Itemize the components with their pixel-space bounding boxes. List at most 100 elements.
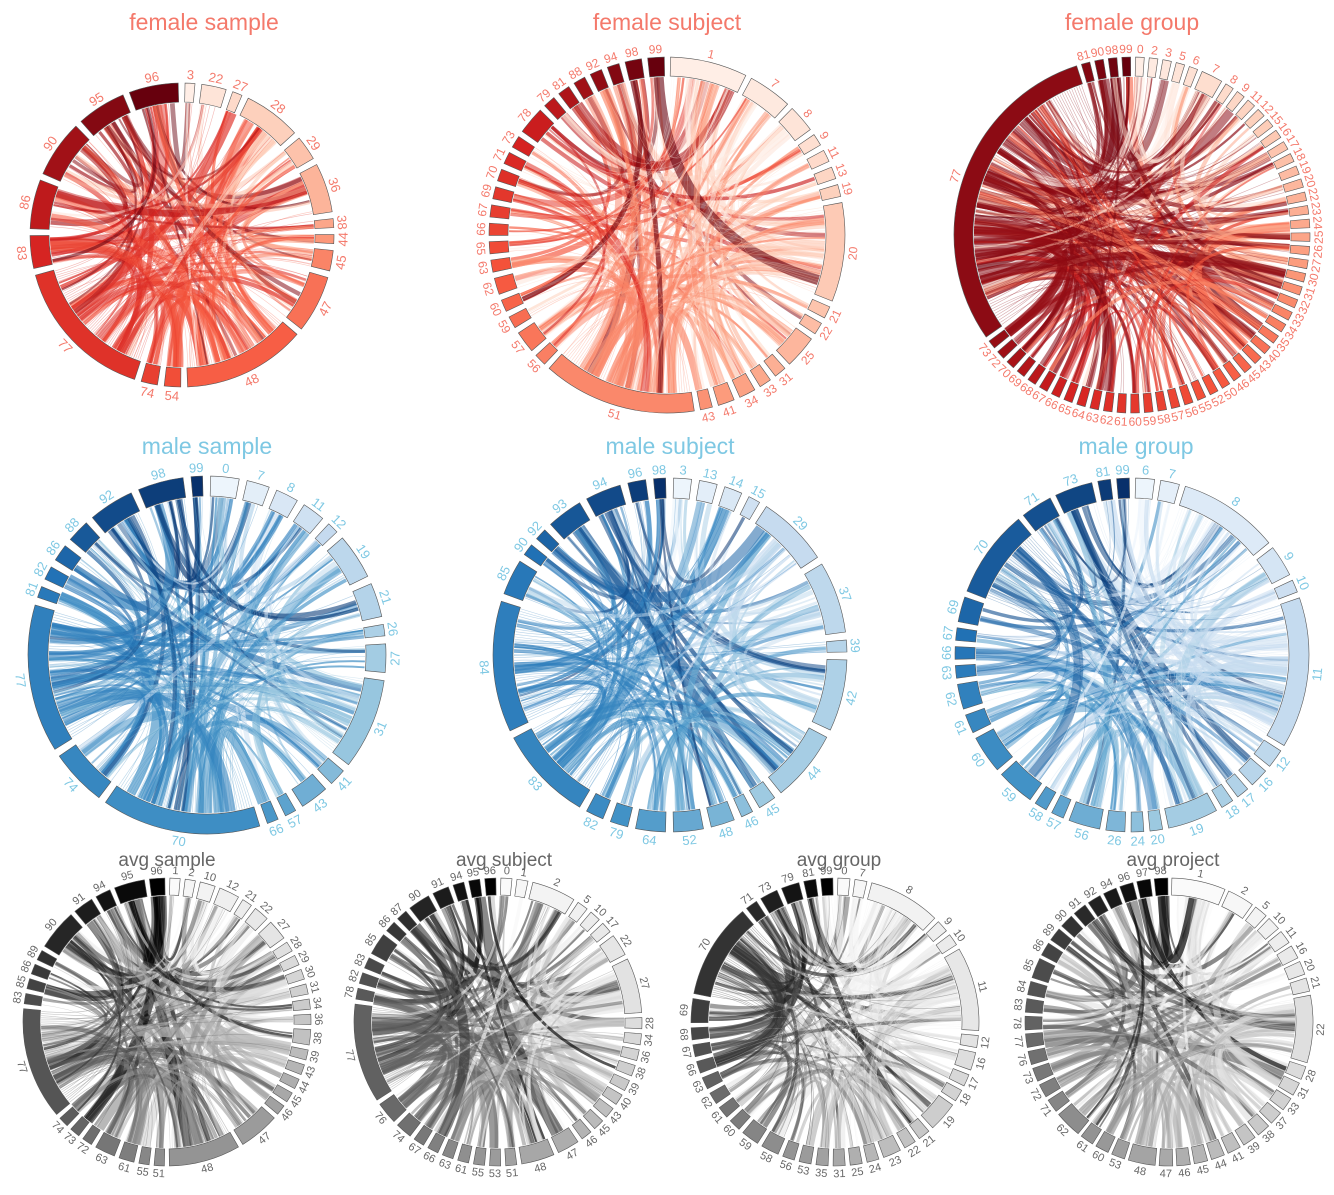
chord-segment-76 — [379, 1094, 407, 1122]
chord-fan-line — [123, 520, 182, 809]
chord-ribbon — [221, 151, 287, 349]
chord-fan-line — [709, 953, 778, 1021]
chord-segment-98 — [624, 58, 645, 81]
chord-fan-line — [526, 162, 619, 374]
chord-fan-line — [1064, 92, 1228, 362]
chord-fan-line — [57, 237, 314, 280]
chord-segment-36 — [619, 1046, 640, 1062]
chord-fan-line — [222, 725, 299, 812]
chord-fan-line — [1167, 612, 1283, 805]
chord-fan-line — [808, 898, 916, 968]
segment-label: 72 — [74, 1140, 91, 1157]
chord-segment-47 — [1158, 1148, 1174, 1167]
chord-ribbon — [1169, 283, 1272, 385]
chord-segment-62 — [1103, 391, 1115, 413]
chord-segment-26 — [1289, 244, 1310, 256]
chord-fan-line — [281, 645, 365, 727]
chord-ribbon — [517, 680, 607, 761]
chord-fan-line — [1002, 77, 1125, 178]
chord-segment-44 — [1206, 1138, 1225, 1160]
chord-ribbon — [736, 1055, 946, 1103]
chord-fan-line — [180, 1051, 287, 1148]
segment-label: 98 — [1104, 42, 1119, 57]
chord-fan-line — [623, 82, 822, 271]
chord-segment-41 — [712, 381, 735, 406]
segment-label: 82 — [581, 814, 600, 834]
chord-fan-line — [1017, 125, 1257, 184]
chord-fan-line — [517, 252, 823, 288]
chord-ribbon — [480, 974, 616, 1148]
chord-fan-line — [514, 664, 623, 795]
chord-segment-82 — [586, 793, 611, 820]
chord-segment-5 — [1245, 906, 1267, 929]
chord-fan-line — [551, 714, 629, 797]
segment-label: 34 — [642, 1034, 655, 1048]
chord-fan-line — [976, 506, 1181, 669]
chord-ribbon — [669, 297, 785, 393]
segment-label: 48 — [533, 1161, 548, 1176]
chord-fan-line — [1014, 129, 1115, 392]
chord-fan-line — [1190, 533, 1278, 618]
chord-fan-line — [520, 687, 782, 765]
chord-fan-line — [850, 974, 952, 1147]
segment-label: 8 — [903, 884, 914, 897]
chord-fan-line — [50, 547, 141, 676]
chord-fan-line — [544, 134, 824, 258]
segment-label: 66 — [267, 820, 286, 839]
chord-fan-line — [150, 295, 250, 364]
chord-ribbon — [773, 1079, 826, 1148]
segment-label: 86 — [43, 538, 64, 558]
chord-ribbon — [52, 107, 157, 263]
chord-fan-line — [1225, 1041, 1292, 1092]
chord-segment-57 — [276, 792, 297, 817]
chord-fan-line — [172, 899, 197, 1148]
chord-fan-line — [535, 147, 622, 377]
chord-ribbon — [557, 625, 824, 766]
segment-label: 44 — [296, 1079, 312, 1095]
chord-segment-31 — [1281, 280, 1303, 296]
chord-segment-66 — [488, 222, 509, 236]
chord-fan-line — [564, 719, 713, 806]
chord-fan-line — [372, 961, 440, 1014]
chord-fan-line — [1058, 510, 1191, 585]
chord-fan-line — [192, 1043, 291, 1144]
chord-fan-line — [714, 985, 779, 1090]
ribbons — [48, 497, 365, 814]
segment-label: 29 — [295, 949, 311, 965]
chord-fan-line — [735, 230, 825, 336]
chord-segment-3 — [672, 477, 692, 500]
segment-label: 66 — [683, 1062, 698, 1077]
chord-segment-91 — [74, 898, 101, 925]
chord-ribbon — [714, 912, 795, 995]
chord-ribbon — [185, 103, 200, 367]
chord-fan-line — [50, 897, 190, 1070]
chord-ribbon — [646, 714, 792, 810]
segment-label: 22 — [906, 1144, 923, 1161]
chord-segment-48 — [518, 1138, 555, 1165]
segment-label: 7 — [858, 867, 866, 880]
chord-fan-line — [387, 920, 454, 1083]
chord-fan-line — [729, 935, 786, 984]
chord-ribbon — [1061, 145, 1265, 379]
chord-fan-line — [55, 1053, 274, 1090]
chord-segment-48 — [168, 1131, 239, 1167]
chord-fan-line — [605, 296, 784, 381]
chord-fan-line — [887, 1009, 961, 1109]
chord-segment-92 — [1087, 895, 1109, 918]
chord-fan-line — [191, 238, 314, 367]
chord-fan-line — [522, 171, 825, 237]
segment-label: 32 — [1295, 298, 1313, 316]
chord-ribbon — [51, 964, 281, 1075]
chord-fan-line — [533, 546, 609, 732]
segment-label: 43 — [700, 409, 716, 426]
chord-fan-line — [191, 993, 290, 1145]
chord-ribbon — [1109, 306, 1218, 392]
chord-fan-line — [49, 649, 355, 713]
segment-label: 81 — [801, 866, 815, 880]
chord-fan-line — [515, 508, 724, 636]
chord-fan-line — [54, 611, 326, 761]
chord-fan-line — [741, 937, 960, 1044]
chord-segment-35 — [815, 1147, 830, 1167]
chord-ribbon — [1062, 537, 1237, 796]
chord-ribbon — [1043, 899, 1205, 1021]
